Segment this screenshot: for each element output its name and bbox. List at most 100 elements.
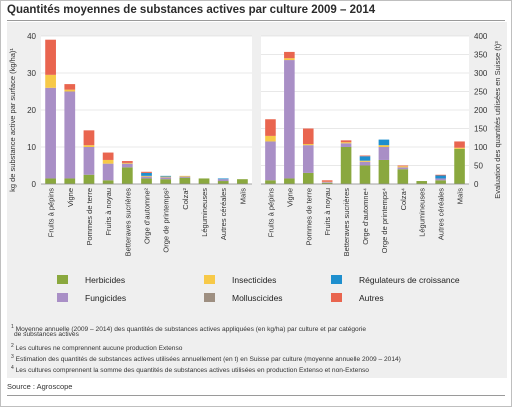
x-tick-label: Maïs bbox=[456, 188, 465, 205]
x-tick-label: Betteraves sucrières bbox=[123, 188, 132, 257]
bar-segment-herbicides bbox=[398, 169, 409, 184]
bar-segment-insecticides bbox=[64, 90, 75, 92]
bar-segment-herbicides bbox=[141, 178, 152, 184]
y-tick-label: 30 bbox=[27, 69, 36, 78]
y-tick-label: 300 bbox=[474, 69, 488, 78]
bar-segment-fungicides bbox=[265, 141, 276, 180]
y-tick-label: 350 bbox=[474, 51, 488, 60]
bar-segment-regulateurs-de-croissance bbox=[141, 173, 152, 176]
bar-segment-autres bbox=[322, 180, 333, 181]
legend-label-molluscicides: Molluscicides bbox=[232, 293, 283, 303]
y-tick-label: 0 bbox=[474, 180, 479, 189]
x-tick-label: Vigne bbox=[285, 188, 294, 207]
bar-segment-herbicides bbox=[454, 149, 465, 184]
x-tick-label: Orge d'automne⁴ bbox=[361, 188, 370, 245]
y-tick-label: 10 bbox=[27, 143, 36, 152]
bar-segment-insecticides bbox=[341, 142, 352, 143]
bar-segment-insecticides bbox=[379, 145, 390, 147]
bar-segment-autres bbox=[303, 129, 314, 145]
bar-segment-autres bbox=[265, 119, 276, 136]
y-axis-label: Evaluation des quantités utilisées en Su… bbox=[493, 41, 502, 199]
bar-segment-herbicides bbox=[64, 178, 75, 184]
bar-segment-fungicides bbox=[64, 92, 75, 179]
y-tick-label: 50 bbox=[474, 162, 483, 171]
bar-segment-fungicides bbox=[322, 182, 333, 183]
y-axis-label: kg de substance active par surface (kg/h… bbox=[8, 48, 17, 192]
bar-segment-fungicides bbox=[122, 164, 133, 168]
bar-segment-fungicides bbox=[360, 162, 371, 166]
x-tick-label: Autres céréales bbox=[437, 188, 446, 240]
bar-segment-fungicides bbox=[303, 145, 314, 173]
bar-segment-autres bbox=[284, 52, 295, 58]
bar-segment-insecticides bbox=[265, 136, 276, 142]
legend-swatch-fungicides bbox=[57, 293, 68, 302]
bar-segment-regulateurs-de-croissance bbox=[160, 176, 171, 177]
legend-swatch-molluscicides bbox=[204, 293, 215, 302]
bar-segment-autres bbox=[341, 140, 352, 142]
bar-segment-fungicides bbox=[379, 147, 390, 160]
legend-label-autres: Autres bbox=[359, 293, 384, 303]
x-tick-label: Fruits à noyau bbox=[323, 188, 332, 236]
bar-segment-herbicides bbox=[360, 166, 371, 185]
bar-segment-fungicides bbox=[179, 177, 190, 178]
bar-segment-insecticides bbox=[454, 148, 465, 149]
bar-segment-autres bbox=[141, 172, 152, 173]
y-tick-label: 150 bbox=[474, 125, 488, 134]
legend-label-regulateurs-de-croissance: Régulateurs de croissance bbox=[359, 275, 460, 285]
bar-segment-insecticides bbox=[179, 176, 190, 177]
bar-segment-herbicides bbox=[379, 160, 390, 184]
legend-swatch-insecticides bbox=[204, 275, 215, 284]
bar-segment-herbicides bbox=[237, 179, 248, 184]
x-tick-label: Fruits à pépins bbox=[47, 188, 56, 237]
bar-segment-fungicides bbox=[218, 179, 229, 181]
x-tick-label: Vigne bbox=[66, 188, 75, 207]
bar-segment-insecticides bbox=[303, 144, 314, 145]
bar-segment-autres bbox=[122, 161, 133, 163]
bar-segment-herbicides bbox=[435, 180, 446, 184]
bar-segment-herbicides bbox=[160, 179, 171, 184]
bottom-divider bbox=[7, 395, 505, 396]
legend-label-herbicides: Herbicides bbox=[85, 275, 125, 285]
x-tick-label: Légumineuses bbox=[200, 188, 209, 237]
footnote-2: 2 Les cultures ne comprennent aucune pro… bbox=[11, 342, 182, 353]
bar-segment-fungicides bbox=[141, 177, 152, 179]
x-tick-label: Légumineuses bbox=[418, 188, 427, 237]
legend-swatch-autres bbox=[331, 293, 342, 302]
bar-segment-autres bbox=[45, 40, 56, 75]
bar-segment-herbicides bbox=[265, 180, 276, 184]
bar-segment-autres bbox=[398, 166, 409, 167]
y-tick-label: 200 bbox=[474, 106, 488, 115]
y-tick-label: 400 bbox=[474, 32, 488, 41]
bar-segment-herbicides bbox=[179, 178, 190, 184]
y-tick-label: 250 bbox=[474, 88, 488, 97]
bar-segment-herbicides bbox=[416, 181, 427, 184]
bar-segment-insecticides bbox=[160, 177, 171, 178]
source-note: Source : Agroscope bbox=[7, 382, 72, 391]
bar-segment-insecticides bbox=[45, 75, 56, 88]
legend-swatch-regulateurs-de-croissance bbox=[331, 275, 342, 284]
footnote-4: 4 Les cultures comprennent la somme des … bbox=[11, 364, 369, 375]
bar-segment-autres bbox=[454, 141, 465, 147]
bar-segment-insecticides bbox=[284, 58, 295, 60]
bar-segment-herbicides bbox=[341, 147, 352, 184]
bar-segment-regulateurs-de-croissance bbox=[218, 178, 229, 179]
x-tick-label: Orge de printemps⁴ bbox=[380, 188, 389, 253]
footnote-1-cont: de substances actives bbox=[14, 331, 79, 339]
footnote-3: 3 Estimation des quantités de substances… bbox=[11, 353, 401, 364]
bar-segment-insecticides bbox=[103, 160, 114, 164]
bar-segment-insecticides bbox=[360, 161, 371, 162]
bar-segment-fungicides bbox=[341, 143, 352, 147]
bar-segment-herbicides bbox=[199, 178, 210, 184]
x-tick-label: Colza⁴ bbox=[399, 188, 408, 210]
legend-label-fungicides: Fungicides bbox=[85, 293, 126, 303]
x-tick-label: Orge d'automne² bbox=[143, 187, 152, 244]
bar-segment-regulateurs-de-croissance bbox=[379, 140, 390, 146]
bar-segment-fungicides bbox=[45, 88, 56, 179]
bar-segment-insecticides bbox=[84, 145, 95, 147]
bar-segment-regulateurs-de-croissance bbox=[360, 156, 371, 160]
bar-segment-fungicides bbox=[284, 60, 295, 178]
legend-label-insecticides: Insecticides bbox=[232, 275, 276, 285]
bar-segment-herbicides bbox=[103, 180, 114, 184]
x-tick-label: Fruits à pépins bbox=[266, 188, 275, 237]
bar-segment-insecticides bbox=[122, 163, 133, 164]
